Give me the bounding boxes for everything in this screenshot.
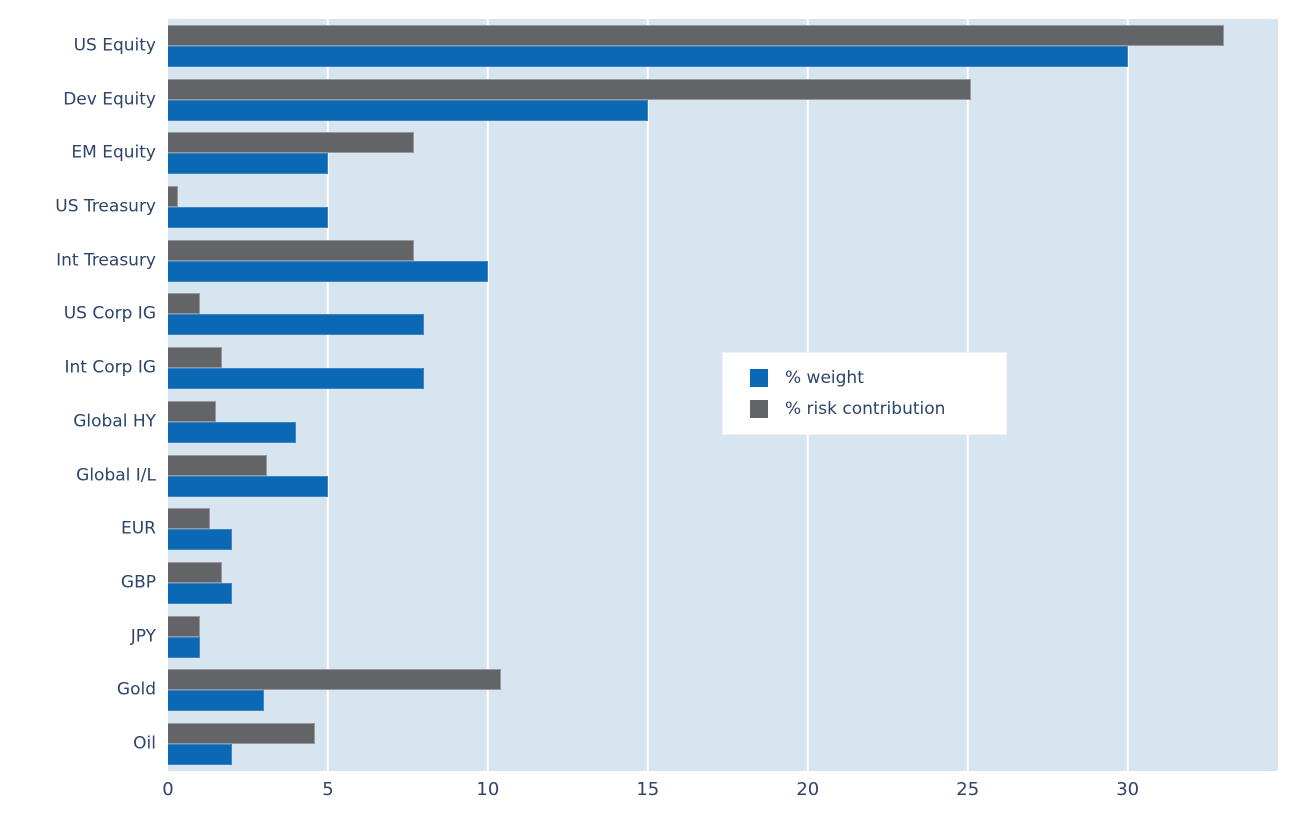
bar-risk-dev-equity xyxy=(168,78,971,100)
legend-label-risk: % risk contribution xyxy=(785,398,946,419)
bar-risk-int-treasury xyxy=(168,239,415,261)
bar-weight-dev-equity xyxy=(168,99,648,121)
bar-risk-gold xyxy=(168,669,501,691)
risk-swatch xyxy=(750,400,768,418)
bar-weight-us-equity xyxy=(168,45,1128,67)
bar-weight-jpy xyxy=(168,636,200,658)
category-row-global-i-l xyxy=(168,449,1278,503)
legend-item-risk: % risk contribution xyxy=(750,400,1006,418)
legend: % weight % risk contribution xyxy=(722,352,1007,435)
category-row-dev-equity xyxy=(168,73,1278,127)
legend-item-weight: % weight xyxy=(750,369,1006,387)
category-row-oil xyxy=(168,717,1278,771)
x-tick-label-30: 30 xyxy=(1116,779,1140,800)
bar-weight-us-corp-ig xyxy=(168,314,424,336)
gridline-x-30 xyxy=(1126,19,1129,771)
gridline-x-10 xyxy=(486,19,490,771)
category-label-int-treasury: Int Treasury xyxy=(56,250,156,271)
category-row-us-treasury xyxy=(168,180,1278,234)
category-label-int-corp-ig: Int Corp IG xyxy=(64,357,157,378)
category-label-gold: Gold xyxy=(116,679,156,700)
bar-risk-us-equity xyxy=(168,24,1224,46)
bar-weight-int-corp-ig xyxy=(168,368,424,390)
bar-weight-global-hy xyxy=(168,421,296,443)
x-tick-label-5: 5 xyxy=(322,779,334,800)
x-tick-label-15: 15 xyxy=(636,779,660,800)
bar-risk-oil xyxy=(168,723,316,745)
category-row-gold xyxy=(168,664,1278,718)
category-label-eur: EUR xyxy=(121,518,156,539)
bar-risk-global-i-l xyxy=(168,454,268,476)
category-row-int-corp-ig xyxy=(168,341,1278,395)
bar-risk-eur xyxy=(168,508,210,530)
legend-label-weight: % weight xyxy=(785,367,864,388)
bar-risk-global-hy xyxy=(168,400,216,422)
gridline-x-15 xyxy=(646,19,650,771)
bar-weight-int-treasury xyxy=(168,260,488,282)
category-row-us-corp-ig xyxy=(168,288,1278,342)
x-tick-label-10: 10 xyxy=(476,779,500,800)
bar-weight-global-i-l xyxy=(168,475,328,497)
x-axis-ticks: 0 5 10 15 20 25 30 xyxy=(162,779,1278,803)
category-row-em-equity xyxy=(168,126,1278,180)
plot-area xyxy=(168,19,1278,771)
x-tick-label-20: 20 xyxy=(796,779,820,800)
category-label-em-equity: EM Equity xyxy=(71,142,156,163)
y-axis-labels: US Equity Dev Equity EM Equity US Treasury I… xyxy=(0,19,162,771)
category-label-global-hy: Global HY xyxy=(73,411,156,432)
category-row-global-hy xyxy=(168,395,1278,449)
category-row-int-treasury xyxy=(168,234,1278,288)
bar-risk-us-corp-ig xyxy=(168,293,200,315)
bar-weight-em-equity xyxy=(168,153,328,175)
category-label-global-i-l: Global I/L xyxy=(76,465,156,486)
bar-risk-jpy xyxy=(168,615,200,637)
category-row-us-equity xyxy=(168,19,1278,73)
category-label-gbp: GBP xyxy=(120,572,156,593)
category-label-jpy: JPY xyxy=(130,626,156,647)
bar-weight-eur xyxy=(168,529,232,551)
category-label-dev-equity: Dev Equity xyxy=(63,89,156,110)
bar-risk-us-treasury xyxy=(168,186,178,208)
x-tick-label-0: 0 xyxy=(162,779,174,800)
bar-weight-gold xyxy=(168,690,264,712)
category-label-us-treasury: US Treasury xyxy=(55,196,156,217)
bar-weight-us-treasury xyxy=(168,207,328,229)
bar-weight-oil xyxy=(168,744,232,766)
category-label-oil: Oil xyxy=(133,733,156,754)
bar-risk-int-corp-ig xyxy=(168,347,223,369)
x-tick-label-25: 25 xyxy=(956,779,980,800)
bar-risk-em-equity xyxy=(168,132,415,154)
category-label-us-corp-ig: US Corp IG xyxy=(63,303,156,324)
bar-weight-gbp xyxy=(168,583,232,605)
category-row-eur xyxy=(168,502,1278,556)
weight-swatch xyxy=(750,369,768,387)
category-label-us-equity: US Equity xyxy=(73,35,156,56)
category-row-jpy xyxy=(168,610,1278,664)
bar-risk-gbp xyxy=(168,562,223,584)
gridline-x-5 xyxy=(326,19,330,771)
category-row-gbp xyxy=(168,556,1278,610)
